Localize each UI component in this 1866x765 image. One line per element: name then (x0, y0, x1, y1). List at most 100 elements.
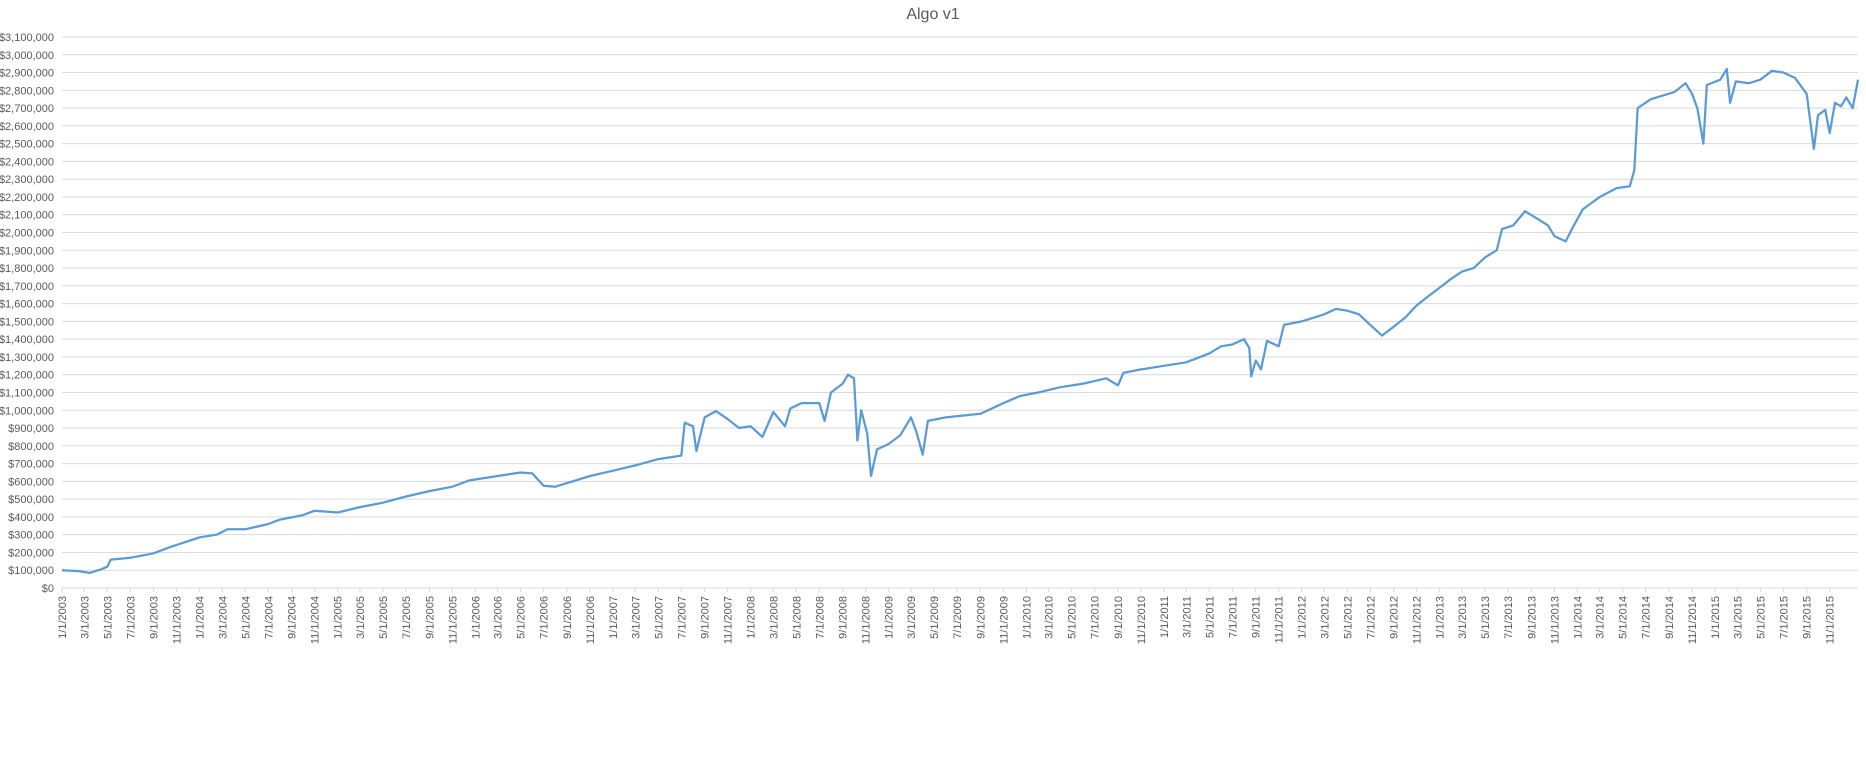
x-tick-label: 5/1/2003 (102, 596, 114, 639)
x-tick-label: 7/1/2009 (952, 596, 964, 639)
x-tick-label: 1/1/2003 (57, 596, 69, 639)
x-tick-label: 7/1/2007 (676, 596, 688, 639)
x-tick-label: 3/1/2015 (1732, 596, 1744, 639)
x-tick-label: 3/1/2006 (493, 596, 505, 639)
y-tick-label: $600,000 (8, 476, 54, 488)
y-tick-label: $1,200,000 (0, 370, 54, 382)
x-tick-label: 3/1/2014 (1595, 596, 1607, 639)
y-tick-label: $1,100,000 (0, 387, 54, 399)
x-tick-label: 5/1/2004 (240, 596, 252, 639)
y-tick-label: $1,900,000 (0, 245, 54, 257)
x-tick-label: 5/1/2012 (1342, 596, 1354, 639)
x-tick-label: 9/1/2006 (562, 596, 574, 639)
x-tick-label: 1/1/2015 (1710, 596, 1722, 639)
x-tick-label: 5/1/2009 (929, 596, 941, 639)
x-tick-label: 1/1/2006 (470, 596, 482, 639)
series-layer (61, 67, 1860, 575)
x-tick-label: 5/1/2007 (653, 596, 665, 639)
x-tick-label: 7/1/2014 (1641, 596, 1653, 639)
x-tick-label: 1/1/2012 (1297, 596, 1309, 639)
x-tick-label: 9/1/2012 (1389, 596, 1401, 639)
y-tick-label: $300,000 (8, 530, 54, 542)
y-tick-label: $200,000 (8, 547, 54, 559)
y-tick-label: $2,400,000 (0, 156, 54, 168)
y-tick-label: $900,000 (8, 423, 54, 435)
x-axis-tick-labels: 1/1/2003 3/1/2003 5/1/2003 7/1/2003 9/1/2003… (57, 588, 1837, 644)
y-tick-label: $700,000 (8, 459, 54, 471)
y-tick-label: $3,100,000 (0, 32, 54, 44)
y-tick-label: $2,500,000 (0, 139, 54, 151)
x-tick-label: 9/1/2004 (287, 596, 299, 639)
x-tick-label: 9/1/2011 (1251, 596, 1263, 638)
x-tick-label: 11/1/2003 (172, 596, 184, 644)
y-tick-label: $0 (42, 583, 54, 595)
y-tick-label: $400,000 (8, 512, 54, 524)
x-tick-label: 3/1/2013 (1457, 596, 1469, 639)
x-tick-label: 11/1/2011 (1274, 596, 1286, 643)
x-tick-label: 7/1/2011 (1227, 596, 1239, 638)
x-tick-label: 11/1/2006 (585, 596, 597, 644)
x-tick-label: 11/1/2012 (1412, 596, 1424, 644)
gridlines (62, 36, 1858, 589)
y-tick-label: $1,500,000 (0, 316, 54, 328)
x-tick-label: 11/1/2015 (1825, 596, 1837, 644)
x-tick-label: 9/1/2010 (1113, 596, 1125, 639)
x-tick-label: 9/1/2015 (1802, 596, 1814, 639)
y-tick-label: $1,800,000 (0, 263, 54, 275)
x-tick-label: 3/1/2011 (1181, 596, 1193, 638)
x-tick-label: 9/1/2007 (700, 596, 712, 639)
y-tick-label: $2,600,000 (0, 121, 54, 133)
x-tick-label: 7/1/2005 (401, 596, 413, 639)
x-tick-label: 3/1/2003 (79, 596, 91, 639)
x-tick-label: 11/1/2013 (1549, 596, 1561, 644)
x-tick-label: 3/1/2004 (217, 596, 229, 639)
x-tick-label: 3/1/2009 (906, 596, 918, 639)
x-tick-label: 11/1/2008 (861, 596, 873, 644)
x-tick-label: 5/1/2008 (791, 596, 803, 639)
x-tick-label: 1/1/2005 (333, 596, 345, 639)
y-tick-label: $3,000,000 (0, 50, 54, 62)
x-tick-label: 7/1/2010 (1090, 596, 1102, 639)
x-tick-label: 9/1/2005 (424, 596, 436, 639)
y-tick-label: $2,200,000 (0, 192, 54, 204)
x-tick-label: 11/1/2004 (310, 596, 322, 644)
x-tick-label: 9/1/2013 (1526, 596, 1538, 639)
x-tick-label: 5/1/2006 (516, 596, 528, 639)
y-axis-tick-labels: $0 $100,000 $200,000 $300,000 $400,000 $500,0… (0, 32, 54, 595)
x-tick-label: 7/1/2012 (1365, 596, 1377, 639)
x-tick-label: 3/1/2010 (1044, 596, 1056, 639)
y-tick-label: $1,300,000 (0, 352, 54, 364)
x-tick-label: 1/1/2011 (1159, 596, 1171, 638)
x-tick-label: 7/1/2013 (1503, 596, 1515, 639)
x-tick-label: 11/1/2010 (1136, 596, 1148, 644)
y-tick-label: $2,100,000 (0, 210, 54, 222)
x-tick-label: 5/1/2010 (1067, 596, 1079, 639)
series-line (61, 67, 1860, 575)
x-tick-label: 1/1/2009 (884, 596, 896, 639)
x-tick-label: 9/1/2009 (975, 596, 987, 639)
x-tick-label: 7/1/2006 (539, 596, 551, 639)
x-tick-label: 11/1/2009 (998, 596, 1010, 644)
x-tick-label: 1/1/2010 (1021, 596, 1033, 639)
x-tick-label: 3/1/2005 (355, 596, 367, 639)
y-tick-label: $2,800,000 (0, 85, 54, 97)
x-tick-label: 5/1/2015 (1755, 596, 1767, 639)
x-tick-label: 5/1/2011 (1204, 596, 1216, 638)
y-tick-label: $2,300,000 (0, 174, 54, 186)
y-tick-label: $1,700,000 (0, 281, 54, 293)
y-tick-label: $100,000 (8, 565, 54, 577)
y-tick-label: $2,900,000 (0, 68, 54, 80)
x-tick-label: 7/1/2008 (814, 596, 826, 639)
x-tick-label: 11/1/2014 (1687, 596, 1699, 644)
x-tick-label: 1/1/2014 (1572, 596, 1584, 639)
x-tick-label: 7/1/2003 (125, 596, 137, 639)
y-tick-label: $1,400,000 (0, 334, 54, 346)
x-tick-label: 5/1/2013 (1480, 596, 1492, 639)
x-tick-label: 11/1/2005 (447, 596, 459, 644)
y-tick-label: $1,600,000 (0, 299, 54, 311)
x-tick-label: 1/1/2004 (195, 596, 207, 639)
x-tick-label: 9/1/2003 (149, 596, 161, 639)
x-tick-label: 9/1/2008 (838, 596, 850, 639)
